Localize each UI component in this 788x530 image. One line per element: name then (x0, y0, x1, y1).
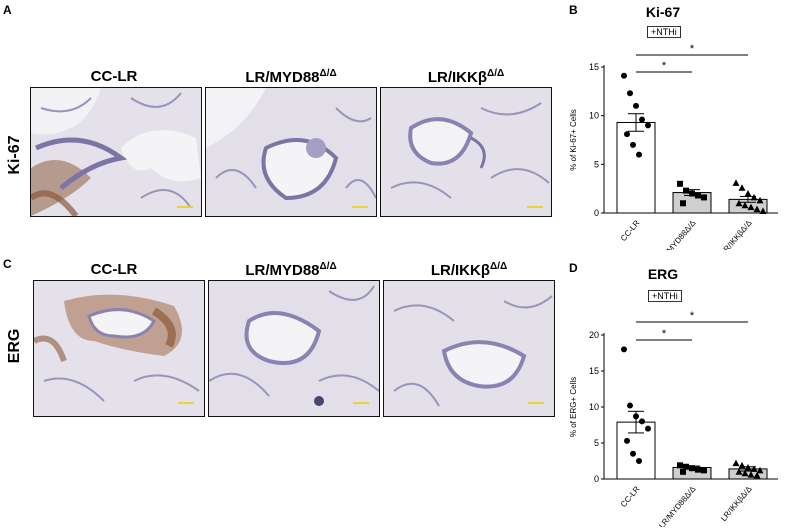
data-point (732, 179, 740, 186)
data-point (735, 468, 743, 475)
data-point (756, 196, 764, 204)
data-point (627, 402, 633, 409)
data-point (689, 465, 695, 472)
y-tick-label: 10 (589, 111, 599, 121)
data-point (741, 201, 749, 209)
data-point (621, 346, 627, 353)
column-title-myd88-erg: LR/MYD88Δ/Δ (245, 261, 337, 279)
chart-d-title: ERG (647, 266, 679, 282)
micrograph-ki67-myd88 (205, 87, 377, 217)
y-tick-label: 15 (589, 366, 599, 376)
x-tick-label: LR/MYD88Δ/Δ (657, 218, 698, 250)
column-title-ikkb-erg: LR/IKKβΔ/Δ (430, 261, 508, 279)
panel-letter-b: B (569, 3, 578, 17)
y-axis-label: % of Ki-67+ Cells (569, 109, 578, 171)
data-point (639, 116, 645, 123)
data-point (741, 469, 749, 477)
data-point (683, 463, 689, 470)
micrograph-erg-cc-lr (33, 280, 205, 417)
chart-d-badge: +NTHi (648, 286, 682, 304)
panel-letter-a: A (3, 3, 12, 17)
data-point (735, 199, 743, 207)
x-tick-label: LR/MYD88Δ/Δ (657, 484, 698, 527)
data-point (695, 192, 701, 199)
y-tick-label: 0 (594, 208, 599, 218)
data-point (744, 463, 752, 471)
micrograph-ki67-ikkb (380, 87, 552, 217)
x-tick-label: CC-LR (619, 218, 642, 243)
x-tick-label: LR/IKKβΔ/Δ (719, 218, 754, 250)
row-label-ki67: Ki-67 (6, 135, 23, 175)
y-tick-label: 10 (589, 402, 599, 412)
chart-erg: % of ERG+ Cells 0 5 10 15 20 CC-LR LR/MYD88Δ/Δ L… (569, 310, 778, 527)
panel-letter-c: C (3, 257, 12, 271)
data-point (680, 468, 686, 475)
data-point (677, 462, 683, 469)
data-point (738, 461, 746, 469)
significance-star: * (662, 328, 667, 340)
data-point (627, 90, 633, 97)
data-point (680, 200, 686, 207)
data-point (701, 467, 707, 474)
panel-letter-d: D (569, 261, 578, 275)
y-tick-label: 15 (589, 62, 599, 72)
data-point (621, 72, 627, 79)
chart-b-badge: +NTHi (647, 22, 681, 40)
data-point (689, 190, 695, 197)
micrograph-ki67-cc-lr (30, 87, 202, 217)
data-point (732, 459, 740, 467)
data-point (750, 193, 758, 201)
data-point (753, 471, 761, 479)
bar (616, 121, 656, 214)
data-point (750, 465, 758, 472)
data-point (756, 466, 764, 474)
data-point (639, 418, 645, 425)
y-tick-label: 20 (589, 330, 599, 340)
data-point (630, 450, 636, 457)
data-point (747, 471, 755, 478)
data-point (683, 187, 689, 194)
x-tick-label: LR/IKKβΔ/Δ (719, 484, 754, 523)
micrograph-erg-myd88 (208, 280, 380, 417)
chart-b-title: Ki-67 (645, 4, 681, 20)
y-axis-label: % of ERG+ Cells (569, 377, 578, 437)
column-title-cc-lr-erg: CC-LR (90, 261, 138, 278)
data-point (624, 131, 630, 138)
data-point (738, 184, 746, 191)
column-title-myd88: LR/MYD88Δ/Δ (245, 68, 337, 86)
chart-ki67: % of Ki-67+ Cells 0 5 10 15 CC-LR LR/MYD88Δ/Δ L… (569, 43, 778, 250)
y-tick-label: 5 (594, 159, 599, 169)
significance-star: * (662, 60, 667, 72)
data-point (636, 151, 642, 158)
data-point (695, 466, 701, 473)
y-tick-label: 0 (594, 474, 599, 484)
data-point (633, 102, 639, 109)
data-point (645, 425, 651, 432)
data-point (624, 437, 630, 444)
column-title-ikkb: LR/IKKβΔ/Δ (427, 68, 505, 86)
data-point (759, 207, 767, 215)
micrograph-erg-ikkb (383, 280, 555, 417)
significance-star: * (690, 310, 695, 322)
x-tick-label: CC-LR (619, 484, 642, 509)
row-label-erg: ERG (6, 328, 23, 364)
y-tick-label: 5 (594, 438, 599, 448)
data-point (753, 205, 761, 213)
data-point (633, 413, 639, 420)
significance-star: * (690, 43, 695, 55)
data-point (744, 190, 752, 197)
data-point (645, 122, 651, 129)
column-title-cc-lr: CC-LR (90, 68, 138, 85)
data-point (747, 203, 755, 211)
data-point (701, 194, 707, 201)
data-point (636, 458, 642, 464)
data-point (677, 180, 683, 187)
data-point (630, 141, 636, 148)
